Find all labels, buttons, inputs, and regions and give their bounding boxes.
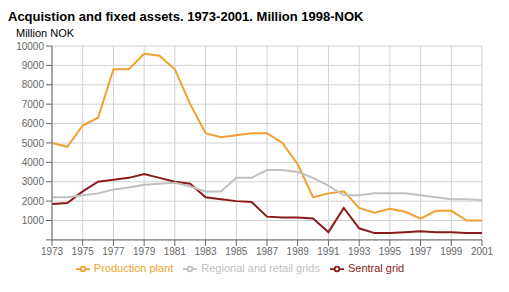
- svg-text:2001: 2001: [471, 246, 494, 257]
- svg-text:1989: 1989: [287, 246, 310, 257]
- html-text:Million NOK: Million NOK: [16, 27, 75, 39]
- svg-text:3000: 3000: [22, 176, 45, 187]
- svg-text:1973: 1973: [41, 246, 64, 257]
- html-text:Sentral grid: Sentral grid: [347, 261, 405, 274]
- svg-text:2000: 2000: [22, 196, 45, 207]
- svg-text:1987: 1987: [256, 246, 279, 257]
- svg-text:1979: 1979: [133, 246, 156, 257]
- svg-text:1993: 1993: [348, 246, 371, 257]
- svg-text:10000: 10000: [16, 41, 44, 52]
- svg-text:1977: 1977: [102, 246, 125, 257]
- svg-text:5000: 5000: [22, 138, 45, 149]
- svg-text:6000: 6000: [22, 118, 45, 129]
- svg-text:1997: 1997: [409, 246, 432, 257]
- svg-text:1975: 1975: [72, 246, 95, 257]
- html-text:Production plant: Production plant: [93, 261, 174, 274]
- html-text:Acquistion and fixed assets. 1: Acquistion and fixed assets. 1973-2001. …: [8, 9, 364, 24]
- svg-text:9000: 9000: [22, 60, 45, 71]
- svg-text:1000: 1000: [22, 215, 45, 226]
- svg-text:1995: 1995: [379, 246, 402, 257]
- svg-text:1991: 1991: [317, 246, 340, 257]
- svg-text:1985: 1985: [225, 246, 248, 257]
- svg-text:7000: 7000: [22, 99, 45, 110]
- html-text:Regional and retail grids: Regional and retail grids: [201, 261, 320, 274]
- svg-text:1999: 1999: [440, 246, 463, 257]
- svg-text:8000: 8000: [22, 79, 45, 90]
- svg-text:4000: 4000: [22, 157, 45, 168]
- svg-text:1981: 1981: [164, 246, 187, 257]
- svg-text:1983: 1983: [194, 246, 217, 257]
